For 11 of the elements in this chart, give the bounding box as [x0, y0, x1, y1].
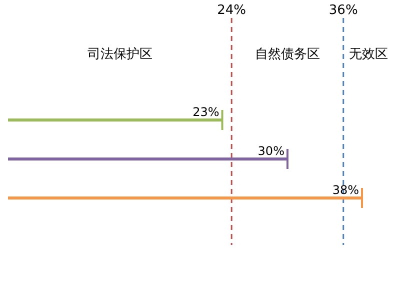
data-label: 30%	[258, 144, 284, 158]
data-label: 38%	[332, 183, 359, 197]
x-tick-label: 24%	[217, 3, 246, 18]
bar	[8, 196, 362, 200]
data-label: 23%	[192, 105, 220, 119]
text: 司法保护区	[87, 47, 152, 62]
text: 无效区	[349, 47, 388, 62]
text: 自然债务区	[254, 47, 320, 62]
bar	[8, 158, 288, 160]
x-tick-label: 36%	[328, 3, 358, 18]
bar	[8, 118, 222, 122]
